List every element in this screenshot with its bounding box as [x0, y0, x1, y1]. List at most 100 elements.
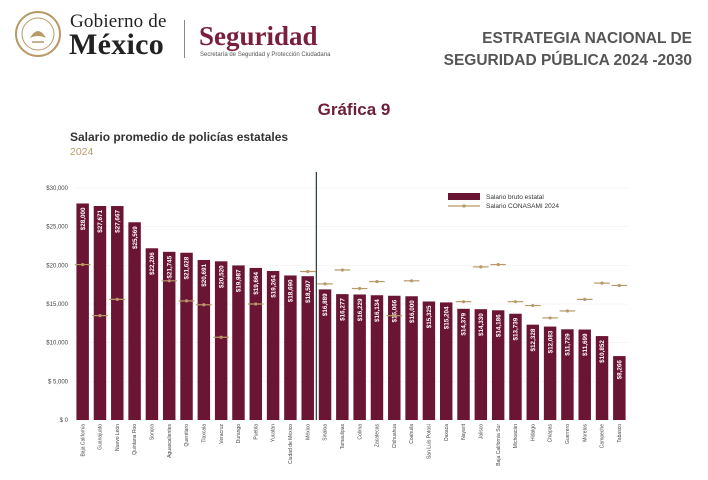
legend-swatch-bar: [448, 193, 480, 200]
bar-value-label: $14,379: [461, 312, 468, 335]
category-label: Puebla: [253, 424, 259, 440]
conasami-marker-dot: [115, 297, 119, 301]
bar-value-label: $16,000: [409, 300, 416, 323]
salary-bar: [595, 336, 609, 420]
salary-bar: [491, 310, 505, 420]
salary-bar: [578, 329, 591, 420]
conasami-marker-dot: [202, 303, 206, 307]
salary-bar: [180, 252, 193, 420]
chart-title: Salario promedio de policías estatales: [70, 130, 289, 144]
bar-value-label: $27,667: [114, 210, 121, 233]
salary-bar: [370, 295, 384, 420]
conasami-marker-dot: [375, 279, 379, 284]
category-label: Colima: [357, 424, 363, 440]
category-label: Nayarit: [461, 423, 467, 439]
salary-bar: [422, 301, 436, 420]
y-tick-label: $25,000: [46, 225, 68, 231]
salary-bar: [388, 295, 401, 420]
bar-value-label: $20,691: [201, 263, 208, 286]
category-label: Guanajuato: [98, 424, 104, 450]
category-label: San Luis Potosí: [427, 423, 433, 459]
salary-bar: [353, 294, 366, 420]
bar-value-label: $19,664: [253, 271, 260, 294]
bar-value-label: $19,264: [270, 275, 277, 298]
agency-name: Seguridad: [199, 21, 318, 51]
category-label: Veracruz: [219, 424, 225, 444]
salary-bar: [301, 276, 314, 420]
bar-value-label: $28,000: [80, 207, 87, 230]
salary-bar: [93, 206, 107, 420]
category-label: Coahuila: [409, 424, 415, 444]
category-label: Morelos: [582, 424, 588, 442]
salary-bar: [457, 308, 470, 420]
bar-value-label: $8,266: [617, 360, 624, 380]
bar-value-label: $21,745: [166, 255, 173, 278]
conasami-marker-dot: [479, 265, 483, 269]
category-label: Durango: [236, 424, 242, 443]
conasami-marker-dot: [254, 302, 258, 306]
bar-value-label: $10,852: [599, 340, 606, 363]
conasami-marker-dot: [98, 314, 102, 318]
salary-bar: [613, 356, 626, 420]
category-label: Chihuahua: [392, 424, 398, 448]
national-seal-icon: [15, 11, 61, 57]
salary-bar: [336, 294, 349, 420]
conasami-marker-dot: [461, 300, 466, 304]
conasami-marker-dot: [323, 282, 327, 286]
bar-value-label: $18,690: [288, 279, 295, 302]
category-label: Nuevo León: [115, 424, 121, 451]
salary-bar: [509, 313, 522, 420]
category-label: Sinaloa: [323, 424, 329, 441]
conasami-marker-dot: [358, 286, 362, 291]
strategy-title: ESTRATEGIA NACIONAL DE SEGURIDAD PÚBLICA…: [444, 28, 692, 72]
salary-bar: [214, 261, 228, 420]
category-label: México: [305, 424, 311, 440]
category-label: Michoacán: [513, 424, 519, 448]
bar-value-label: $27,671: [97, 210, 104, 233]
category-label: Campeche: [600, 424, 606, 448]
salary-bar: [284, 275, 297, 420]
agency-subtitle: Secretaría de Seguridad y Protección Ciu…: [200, 52, 331, 58]
chart-subtitle: 2024: [70, 146, 94, 158]
salary-bar: [405, 296, 418, 420]
salary-bar: [249, 267, 263, 420]
legend-swatch-dot: [462, 204, 466, 208]
conasami-marker-dot: [617, 283, 621, 288]
bar-value-label: $15,204: [443, 306, 450, 329]
conasami-marker-dot: [409, 279, 414, 283]
bar-value-label: $19,987: [236, 269, 243, 292]
bar-value-label: $12,328: [530, 328, 537, 351]
header-divider: [184, 20, 185, 58]
category-label: Chiapas: [548, 424, 554, 443]
figure-label: Gráfica 9: [317, 100, 391, 119]
legend-label-marker: Salario CONASAMI 2024: [486, 203, 559, 210]
salary-bar: [543, 326, 557, 420]
conasami-marker-dot: [548, 316, 552, 320]
salary-bar: [145, 248, 159, 420]
bar-value-label: $18,597: [305, 280, 312, 303]
page-header: Gobierno de México Seguridad Secretaría …: [0, 0, 708, 70]
salary-bar: [232, 265, 245, 420]
category-label: Hidalgo: [530, 424, 536, 441]
salary-bar: [474, 309, 488, 420]
conasami-marker-dot: [531, 303, 535, 308]
bar-value-label: $14,330: [478, 313, 485, 336]
conasami-marker-dot: [392, 314, 396, 318]
conasami-marker-dot: [583, 297, 587, 301]
conasami-marker-dot: [600, 281, 604, 285]
category-label: Quintana Roo: [132, 424, 138, 455]
y-tick-label: $15,000: [46, 302, 68, 308]
y-tick-label: $ 5,000: [48, 379, 69, 385]
salary-bar: [197, 259, 211, 420]
bar-value-label: $12,083: [547, 330, 554, 353]
y-tick-label: $10,000: [46, 341, 68, 347]
conasami-marker-dot: [306, 269, 310, 274]
salary-bar: [76, 203, 89, 420]
salary-bar: [128, 222, 141, 420]
y-tick-label: $30,000: [46, 186, 68, 192]
category-label: Oaxaca: [444, 424, 450, 441]
conasami-marker-dot: [184, 299, 189, 303]
bar-value-label: $14,186: [495, 314, 502, 337]
government-line-2: México: [69, 28, 165, 61]
